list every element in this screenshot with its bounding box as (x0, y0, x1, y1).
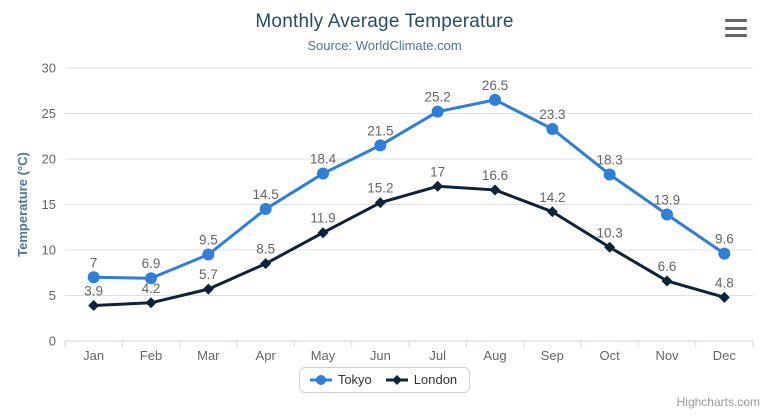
data-label: 18.4 (310, 152, 337, 167)
data-label: 8.5 (256, 242, 275, 257)
tokyo-marker[interactable] (317, 167, 329, 180)
tokyo-marker[interactable] (145, 272, 157, 285)
y-axis-tick-label: 5 (49, 288, 56, 303)
london-marker[interactable] (718, 291, 730, 303)
hamburger-bar (725, 19, 747, 22)
x-axis-category-label: Apr (256, 348, 277, 363)
london-legend-marker diamond-icon (385, 374, 408, 385)
x-axis-category-label: Jul (429, 348, 446, 363)
x-axis-category-label: Aug (483, 348, 506, 363)
legend-item-tokyo[interactable]: Tokyo (309, 372, 372, 387)
x-axis-category-label: Jun (370, 348, 391, 363)
legend-label-tokyo: Tokyo (337, 372, 372, 387)
tokyo-marker[interactable] (87, 271, 100, 284)
hamburger-bar (725, 26, 747, 30)
data-label: 25.2 (425, 90, 451, 105)
data-label: 10.3 (597, 225, 623, 240)
data-label: 5.7 (199, 267, 218, 282)
tokyo-series-line (92, 98, 726, 280)
tokyo-marker[interactable] (259, 203, 272, 216)
london-marker[interactable] (489, 184, 501, 196)
y-axis-tick-label: 20 (42, 152, 56, 167)
y-axis-tick-label: 30 (42, 61, 56, 76)
london-marker[interactable] (546, 206, 558, 218)
legend-item-london[interactable]: London (385, 372, 458, 387)
tokyo-marker[interactable] (546, 122, 559, 135)
tokyo-marker[interactable] (374, 139, 387, 152)
data-label: 3.9 (84, 284, 103, 299)
data-label: 11.9 (310, 211, 335, 226)
export-menu-button hamburger-icon[interactable] (724, 17, 750, 39)
legend-label-london: London (413, 372, 458, 387)
london-marker[interactable] (260, 258, 272, 270)
x-axis-category-label: Jan (83, 348, 104, 363)
data-label: 16.6 (482, 168, 508, 183)
data-label: 18.3 (597, 152, 623, 167)
hamburger-bar (725, 34, 747, 37)
x-axis-category-label: Dec (713, 348, 737, 363)
data-label: 14.5 (253, 187, 279, 202)
data-label: 21.5 (367, 123, 393, 138)
london-marker[interactable] (317, 227, 329, 239)
data-label: 9.5 (199, 233, 218, 248)
y-axis-tick-label: 15 (42, 197, 56, 212)
data-label: 4.2 (142, 281, 161, 296)
london-marker[interactable] (88, 300, 100, 312)
tokyo-marker[interactable] (603, 168, 616, 181)
data-label: 17 (430, 164, 445, 179)
data-label: 15.2 (367, 181, 393, 196)
tokyo-marker[interactable] (431, 105, 444, 118)
data-label: 23.3 (539, 107, 565, 122)
london-marker[interactable] (661, 275, 673, 287)
tokyo-legend-marker circle-icon (309, 374, 332, 385)
london-marker[interactable] (432, 180, 444, 192)
london-marker[interactable] (604, 241, 616, 253)
x-axis-category-label: Nov (655, 348, 679, 363)
data-label: 14.2 (539, 190, 565, 205)
london-series-line (92, 184, 726, 308)
data-label: 7 (90, 255, 98, 270)
london-marker[interactable] (202, 283, 214, 295)
x-axis-category-label: Mar (197, 348, 220, 363)
y-axis-tick-label: 25 (42, 106, 56, 121)
y-axis-tick-label: 10 (42, 243, 56, 258)
tokyo-marker[interactable] (489, 93, 501, 106)
data-label: 13.9 (654, 193, 680, 208)
tokyo-marker[interactable] (661, 208, 673, 221)
credits-link[interactable]: Highcharts.com (676, 395, 760, 409)
x-axis-category-label: Oct (600, 348, 621, 363)
legend: Tokyo London (0, 367, 769, 393)
data-label: 6.6 (658, 259, 677, 274)
data-label: 4.8 (715, 275, 734, 290)
london-marker[interactable] (374, 197, 386, 209)
tokyo-marker[interactable] (718, 247, 731, 260)
chart-title: Monthly Average Temperature (255, 11, 514, 32)
tokyo-marker[interactable] (202, 248, 215, 261)
data-label: 6.9 (142, 256, 161, 271)
data-label: 26.5 (482, 78, 508, 93)
y-axis-tick-label: 0 (49, 334, 56, 349)
legend-box: Tokyo London (298, 367, 471, 393)
data-label: 9.6 (715, 232, 734, 247)
x-axis-category-label: May (311, 348, 336, 363)
x-axis-category-label: Feb (140, 348, 162, 363)
chart-subtitle: Source: WorldClimate.com (307, 38, 462, 53)
london-marker[interactable] (145, 297, 157, 309)
x-axis-category-label: Sep (541, 348, 564, 363)
y-axis-title: Temperature (°C) (15, 152, 30, 257)
